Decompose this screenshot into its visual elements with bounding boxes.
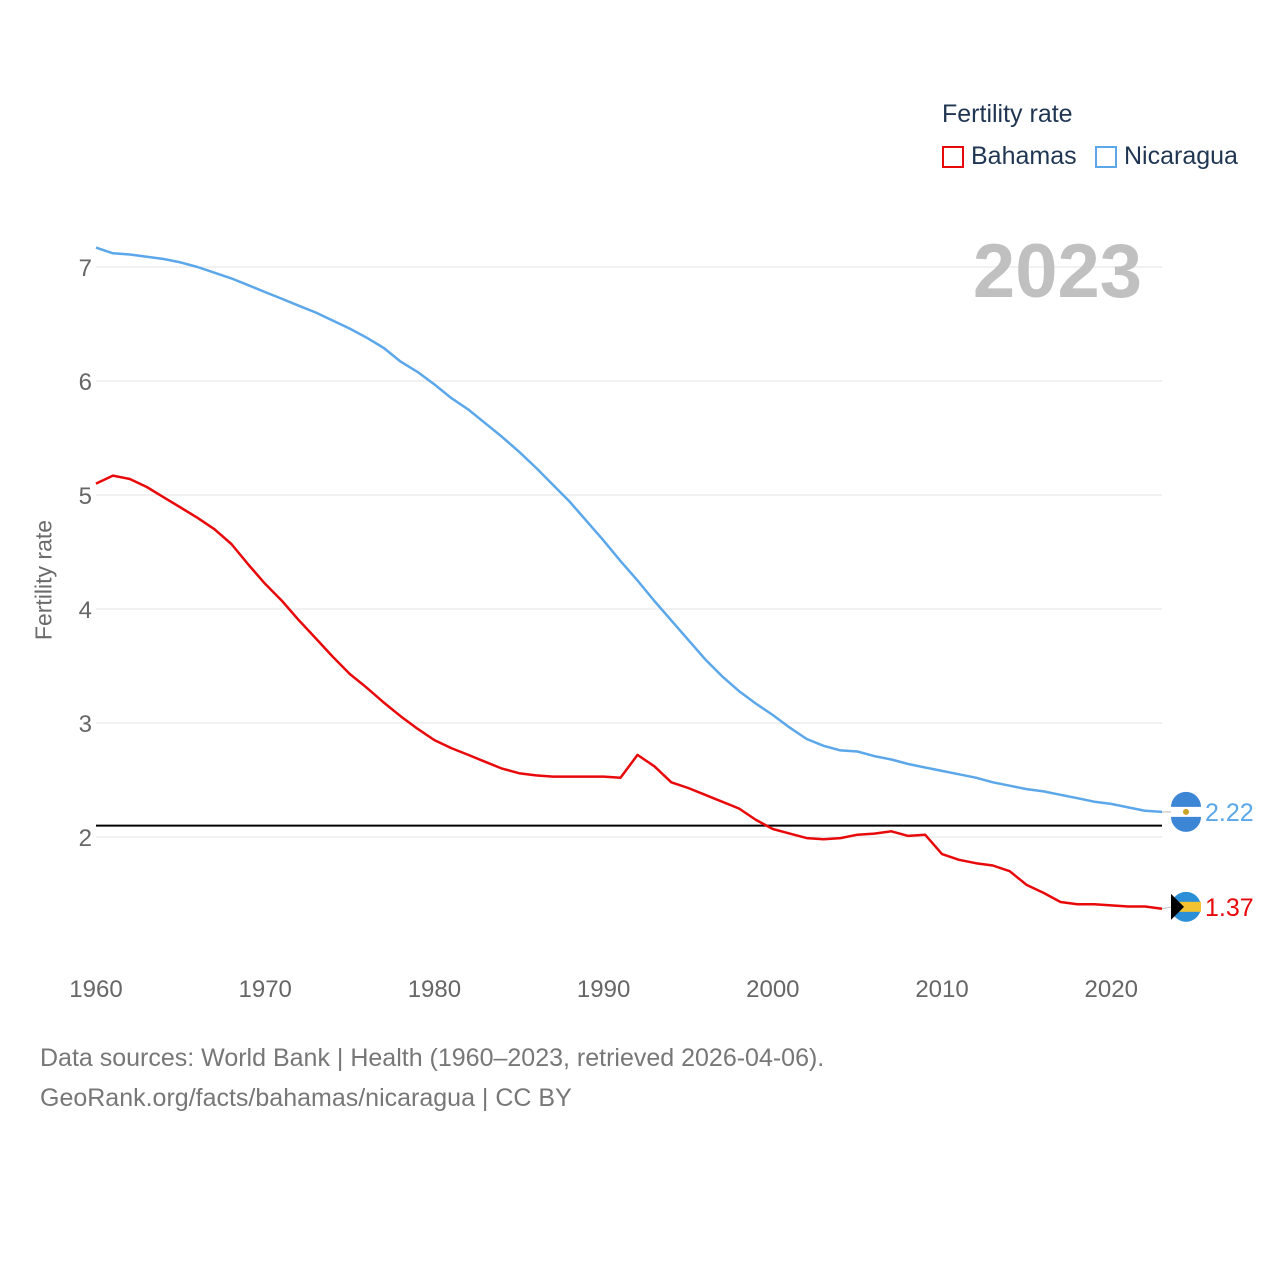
- y-tick-label: 5: [79, 483, 92, 510]
- flag-emblem: [1183, 808, 1189, 815]
- x-tick-label: 2010: [915, 976, 968, 1003]
- legend-swatch-bahamas: [942, 145, 964, 168]
- flag-band-bottom: [1171, 816, 1201, 832]
- flag-icon-nicaragua: [1171, 791, 1201, 832]
- flag-band-gold: [1171, 901, 1201, 912]
- series-line-bahamas: [95, 474, 1163, 911]
- footer-attribution[interactable]: GeoRank.org/facts/bahamas/nicaragua | CC…: [40, 1084, 572, 1112]
- legend-item-bahamas[interactable]: Bahamas: [942, 142, 1077, 171]
- flag-icon-bahamas: [1171, 891, 1201, 922]
- legend-item-nicaragua[interactable]: Nicaragua: [1095, 142, 1238, 171]
- end-connector-bahamas: [1161, 906, 1173, 910]
- y-tick-label: 7: [79, 255, 92, 282]
- grid-lines: [96, 266, 1162, 838]
- x-tick-label: 1980: [408, 976, 461, 1003]
- y-tick-label: 4: [79, 597, 92, 624]
- end-value-nicaragua: 2.22: [1205, 799, 1254, 827]
- flag-triangle: [1171, 893, 1184, 920]
- legend-title: Fertility rate: [942, 100, 1073, 128]
- x-tick-label: 1970: [239, 976, 292, 1003]
- x-tick-label: 1960: [69, 976, 122, 1003]
- legend-swatch-nicaragua: [1095, 145, 1117, 168]
- legend-label-bahamas: Bahamas: [971, 142, 1077, 170]
- footer-sources: Data sources: World Bank | Health (1960–…: [40, 1044, 825, 1072]
- series-lines: [95, 246, 1163, 911]
- series-line-nicaragua: [95, 246, 1163, 814]
- legend-label-nicaragua: Nicaragua: [1124, 142, 1238, 170]
- flag-band-top: [1171, 791, 1201, 807]
- x-axis-ticks: 1960 1970 1980 1990 2000 2010 2020: [69, 976, 1138, 1003]
- current-year-label: 2023: [972, 229, 1142, 314]
- x-tick-label: 1990: [577, 976, 630, 1003]
- y-tick-label: 6: [79, 369, 92, 396]
- x-tick-label: 2020: [1085, 976, 1138, 1003]
- y-axis-title: Fertility rate: [30, 519, 57, 641]
- x-tick-label: 2000: [746, 976, 799, 1003]
- end-labels: 1.37 2.22: [1161, 791, 1254, 922]
- y-axis-ticks: 2 3 4 5 6 7: [79, 255, 92, 852]
- end-value-bahamas: 1.37: [1205, 894, 1254, 922]
- y-tick-label: 3: [79, 711, 92, 738]
- y-tick-label: 2: [79, 825, 92, 852]
